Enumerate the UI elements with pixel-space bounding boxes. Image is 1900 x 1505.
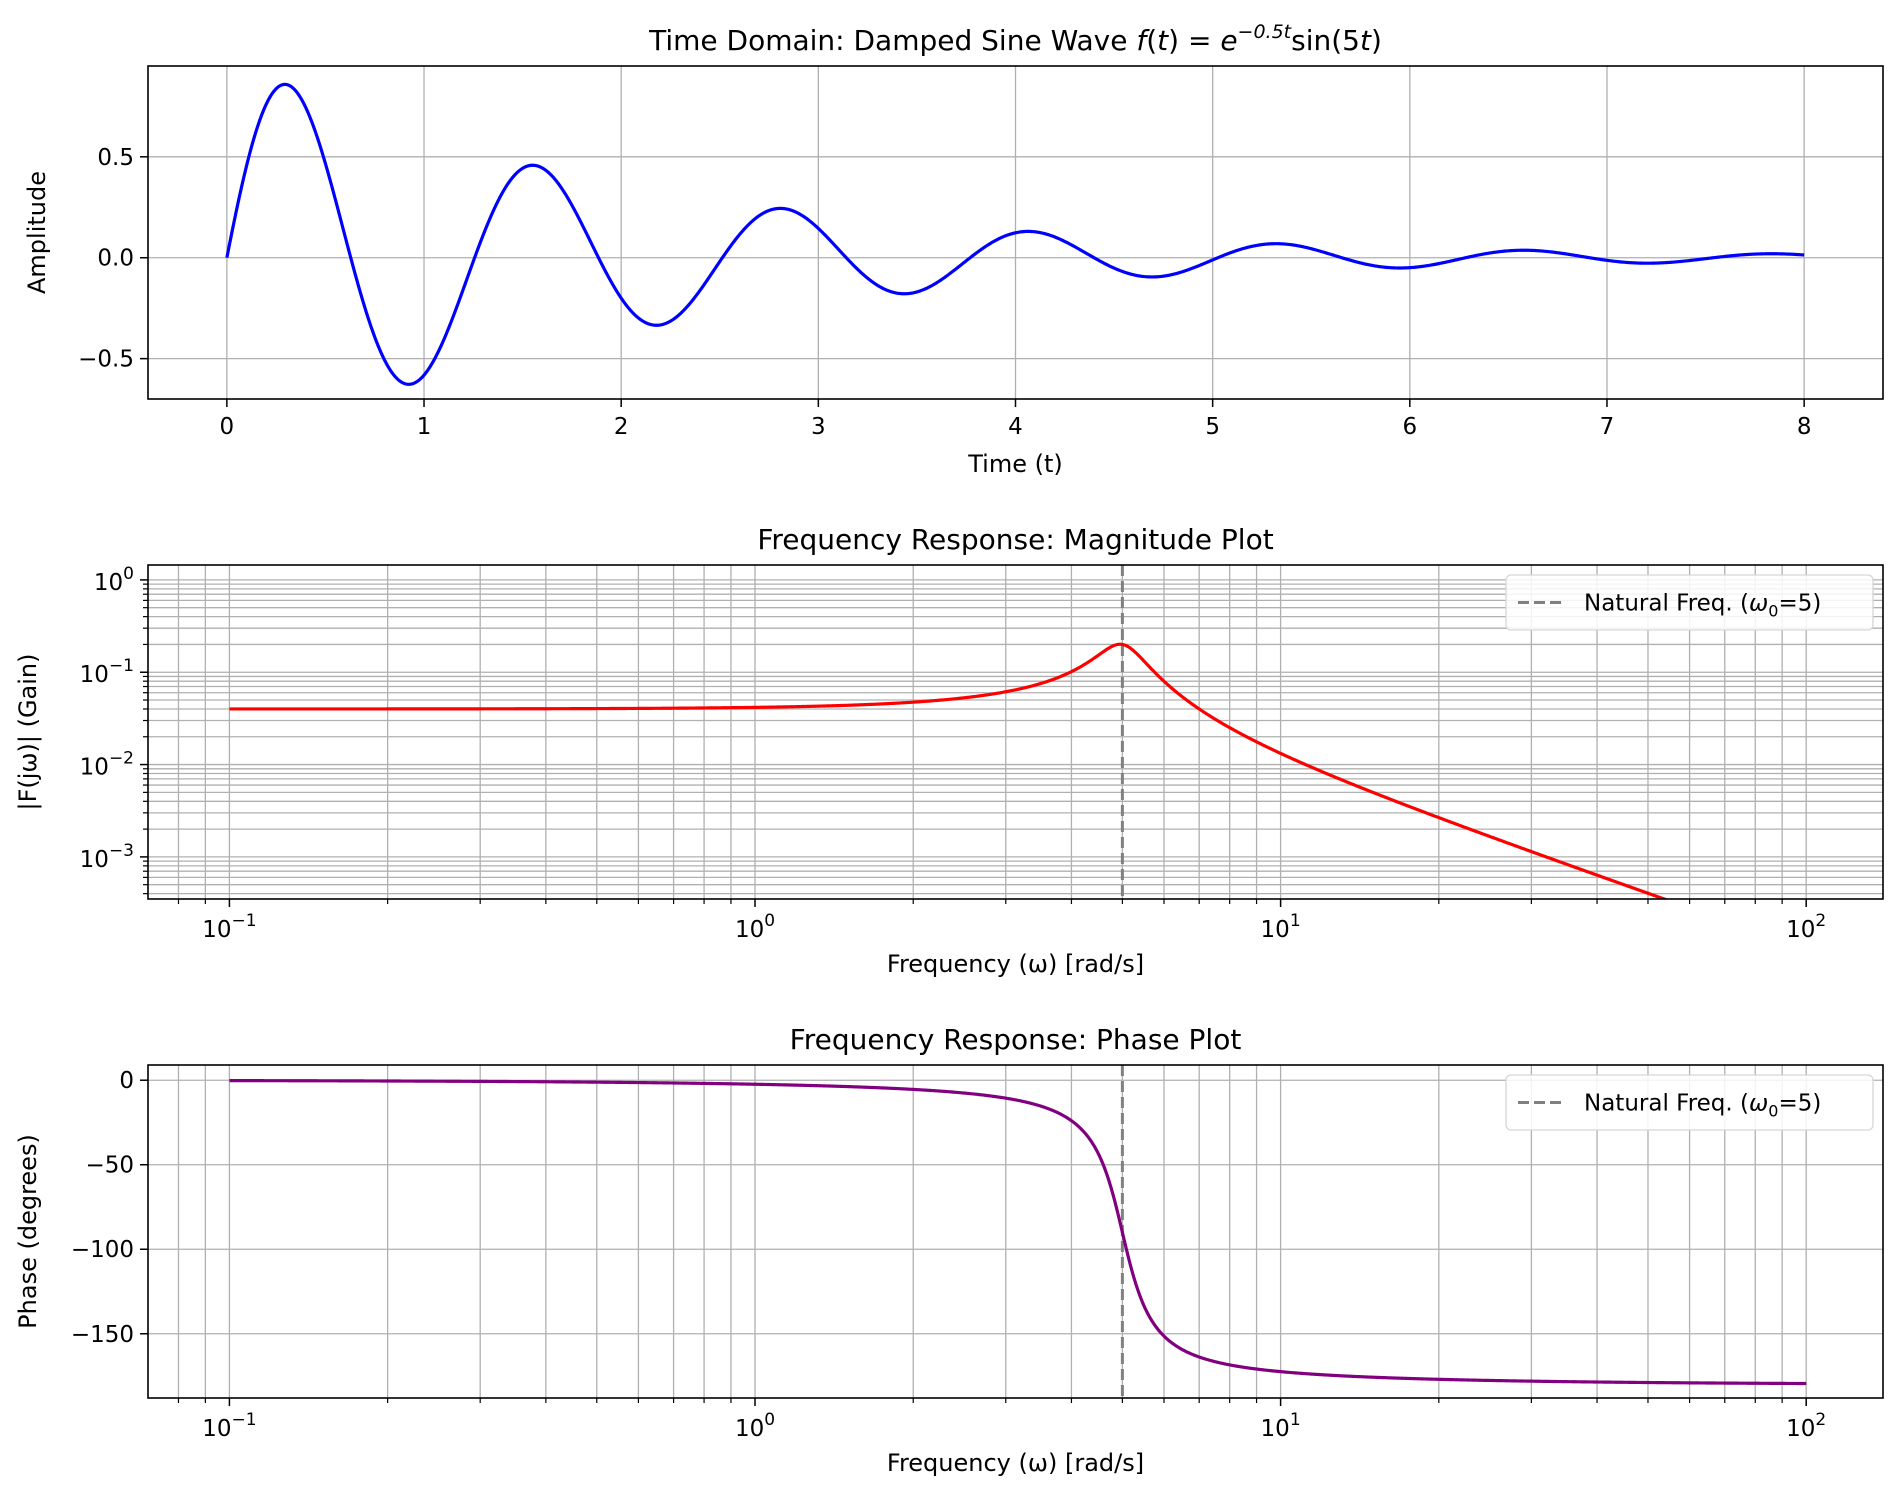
- series-line: [229, 1078, 1807, 1386]
- tick-label-x: 101: [1261, 911, 1301, 943]
- legend: Natural Freq. (ω0=5): [1505, 1074, 1874, 1131]
- tick-label-x: 3: [811, 414, 826, 440]
- title-text: Time Domain: Damped Sine Wave: [648, 24, 1136, 57]
- tick-label-x: 0: [220, 414, 235, 440]
- legend-omega: ω: [1749, 1091, 1768, 1117]
- tick-exponent: −2: [109, 749, 134, 769]
- title-math: (: [1146, 24, 1157, 57]
- tick-exponent: 0: [764, 911, 775, 931]
- chart-title: Frequency Response: Magnitude Plot: [757, 523, 1273, 556]
- chart-title: Time Domain: Damped Sine Wave f(t) = e−0…: [648, 21, 1382, 57]
- tick-label-y: 0.0: [97, 246, 134, 272]
- tick-label-y: 0: [119, 1068, 134, 1094]
- axes-frame: [147, 564, 1884, 900]
- title-math: ): [1371, 24, 1382, 57]
- tick-exponent: 0: [123, 564, 134, 584]
- x-axis-label: Time (t): [967, 450, 1063, 478]
- tick-exponent: −1: [232, 911, 257, 931]
- tick-label-x: 2: [614, 414, 629, 440]
- legend-text: =5): [1778, 1091, 1821, 1117]
- legend-label: Natural Freq. (ω0=5): [1584, 591, 1821, 621]
- title-math: sin(5: [1291, 24, 1360, 57]
- subplot-1: 0 1 2 3 4 5 6 7 8 −0.5 0.0 0.5 Time Domain: Damped S…: [23, 21, 1884, 478]
- tick-exponent: −1: [109, 656, 134, 676]
- axes-frame: [147, 1064, 1884, 1399]
- tick-base: 10: [80, 847, 109, 873]
- tick-label-x: 8: [1797, 414, 1812, 440]
- tick-label-x: 4: [1008, 414, 1023, 440]
- legend-subscript: 0: [1768, 1102, 1778, 1121]
- tick-base: 10: [735, 917, 764, 943]
- tick-base: 10: [1261, 917, 1290, 943]
- title-math: t: [1157, 24, 1169, 57]
- chart-title: Frequency Response: Phase Plot: [790, 1023, 1242, 1056]
- tick-exponent: 2: [1815, 911, 1826, 931]
- tick-label-y: 0.5: [97, 145, 134, 171]
- tick-label-x: 10−1: [202, 911, 256, 943]
- tick-label-x: 102: [1786, 1410, 1826, 1442]
- tick-base: 10: [80, 755, 109, 781]
- tick-label-y: −100: [71, 1237, 134, 1263]
- tick-base: 10: [80, 662, 109, 688]
- tick-label-y: −0.5: [78, 347, 134, 373]
- tick-base: 10: [202, 917, 231, 943]
- y-axis-label: Phase (degrees): [14, 1134, 42, 1329]
- tick-exponent: 1: [1290, 1410, 1301, 1430]
- legend-box: [1505, 1074, 1874, 1131]
- tick-label-y: −150: [71, 1322, 134, 1348]
- tick-label-x: 5: [1205, 414, 1220, 440]
- legend-text: Natural Freq. (: [1584, 1091, 1749, 1117]
- legend: Natural Freq. (ω0=5): [1505, 574, 1874, 631]
- title-math: e: [1220, 24, 1237, 57]
- tick-base: 10: [1786, 1416, 1815, 1442]
- title-math: t: [1360, 24, 1372, 57]
- legend-subscript: 0: [1768, 602, 1778, 621]
- tick-label-y: 10−2: [80, 749, 134, 781]
- tick-label-x: 100: [735, 1410, 775, 1442]
- tick-label-x: 100: [735, 911, 775, 943]
- legend-label: Natural Freq. (ω0=5): [1584, 1091, 1821, 1121]
- tick-base: 10: [1786, 917, 1815, 943]
- tick-exponent: −3: [109, 841, 134, 861]
- legend-text: Natural Freq. (: [1584, 591, 1749, 617]
- x-axis-label: Frequency (ω) [rad/s]: [887, 950, 1144, 978]
- y-axis-label: |F(jω)| (Gain): [14, 653, 42, 810]
- tick-label-y: 10−1: [80, 656, 134, 688]
- tick-label-y: −50: [85, 1153, 134, 1179]
- tick-exponent: −1: [232, 1410, 257, 1430]
- tick-base: 10: [202, 1416, 231, 1442]
- tick-label-x: 7: [1600, 414, 1615, 440]
- tick-base: 10: [1261, 1416, 1290, 1442]
- legend-box: [1505, 574, 1874, 631]
- tick-label-x: 1: [417, 414, 432, 440]
- legend-text: =5): [1778, 591, 1821, 617]
- tick-exponent: 0: [764, 1410, 775, 1430]
- tick-base: 10: [735, 1416, 764, 1442]
- tick-exponent: 1: [1290, 911, 1301, 931]
- series-line: [225, 82, 1805, 386]
- tick-label-x: 10−1: [202, 1410, 256, 1442]
- series-line: [229, 642, 1669, 899]
- title-math: ) =: [1168, 24, 1220, 57]
- tick-base: 10: [94, 570, 123, 596]
- y-axis-label: Amplitude: [23, 171, 51, 294]
- tick-label-y: 10−3: [80, 841, 134, 873]
- tick-label-x: 101: [1261, 1410, 1301, 1442]
- tick-exponent: 2: [1815, 1410, 1826, 1430]
- tick-label-y: 100: [94, 564, 134, 596]
- x-axis-label: Frequency (ω) [rad/s]: [887, 1449, 1144, 1477]
- tick-label-x: 102: [1786, 911, 1826, 943]
- title-exponent: −0.5t: [1238, 21, 1293, 43]
- tick-label-x: 6: [1402, 414, 1417, 440]
- legend-omega: ω: [1749, 591, 1768, 617]
